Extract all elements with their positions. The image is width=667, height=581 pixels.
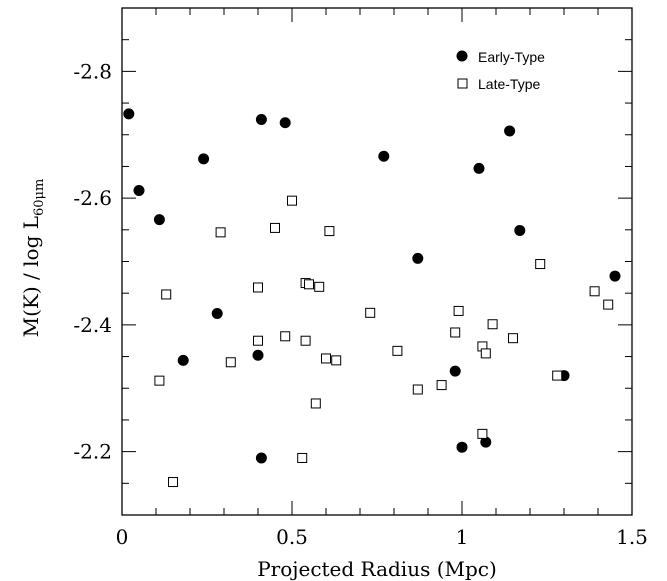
early-type-point — [504, 125, 516, 137]
data-points — [123, 108, 621, 488]
late-type-point — [487, 319, 498, 330]
late-type-point — [603, 299, 614, 310]
late-type-point — [321, 353, 331, 364]
late-type-point — [331, 355, 342, 366]
y-axis-label-subscript: 60μm — [32, 179, 47, 216]
tick-labels: 0 0.5 1 1.5 -2.2 -2.4 -2.6 -2.8 — [73, 59, 647, 549]
late-type-point — [453, 305, 464, 316]
legend-label-early-type: Early-Type — [478, 49, 545, 65]
y-axis-label: M(K) / log L60μm — [19, 179, 47, 338]
y-axis-label-main: M(K) / log L — [19, 216, 43, 337]
late-type-point — [552, 370, 563, 381]
legend-label-late-type: Late-Type — [478, 76, 540, 92]
late-type-point — [436, 380, 447, 391]
late-type-point — [450, 327, 461, 338]
late-type-point — [324, 226, 335, 237]
late-type-point — [297, 452, 308, 463]
early-type-point — [412, 252, 424, 264]
late-type-point — [412, 384, 423, 395]
early-type-point — [153, 214, 165, 226]
plot-frame — [121, 7, 633, 516]
late-type-point — [365, 307, 376, 318]
late-type-point — [168, 477, 178, 488]
late-type-point — [589, 286, 600, 297]
legend-marker-late-type — [457, 78, 468, 89]
y-tick-label: -2.2 — [73, 440, 112, 464]
late-type-point — [314, 281, 325, 292]
late-type-point — [215, 227, 226, 238]
axis-ticks — [121, 7, 633, 515]
early-type-point — [473, 162, 485, 174]
early-type-point — [514, 224, 526, 236]
late-type-point — [304, 279, 314, 290]
x-tick-label: 1.5 — [616, 525, 648, 549]
late-type-point — [253, 335, 263, 346]
early-type-point — [609, 270, 621, 282]
early-type-point — [255, 114, 267, 126]
early-type-point — [279, 117, 291, 129]
early-type-point — [177, 354, 189, 366]
late-type-point — [270, 222, 280, 233]
early-type-point — [255, 452, 267, 464]
late-type-point — [477, 428, 488, 439]
late-type-point — [300, 335, 311, 346]
y-tick-label: -2.8 — [73, 59, 112, 83]
late-type-point — [480, 348, 491, 359]
x-tick-label: 0.5 — [276, 525, 308, 549]
x-tick-label: 1 — [456, 525, 469, 549]
early-type-point — [480, 436, 492, 448]
late-type-point — [310, 398, 321, 409]
legend: Early-Type Late-Type — [456, 49, 545, 92]
x-tick-label: 0 — [116, 525, 129, 549]
y-tick-label: -2.4 — [73, 313, 112, 337]
x-axis-label: Projected Radius (Mpc) — [257, 557, 497, 581]
early-type-point — [449, 365, 461, 377]
early-type-point — [133, 185, 145, 197]
late-type-point — [161, 289, 172, 300]
early-type-point — [456, 441, 468, 453]
early-type-point — [378, 150, 390, 162]
y-tick-label: -2.6 — [73, 186, 112, 210]
late-type-point — [535, 259, 546, 270]
early-type-point — [123, 108, 135, 120]
early-type-point — [252, 349, 264, 361]
late-type-point — [280, 331, 291, 342]
late-type-point — [225, 357, 236, 368]
late-type-point — [253, 282, 263, 293]
late-type-point — [287, 195, 297, 206]
early-type-point — [211, 307, 223, 319]
late-type-point — [154, 375, 165, 386]
legend-marker-early-type — [456, 50, 468, 62]
late-type-point — [508, 333, 518, 344]
early-type-point — [198, 153, 210, 165]
late-type-point — [392, 345, 403, 356]
